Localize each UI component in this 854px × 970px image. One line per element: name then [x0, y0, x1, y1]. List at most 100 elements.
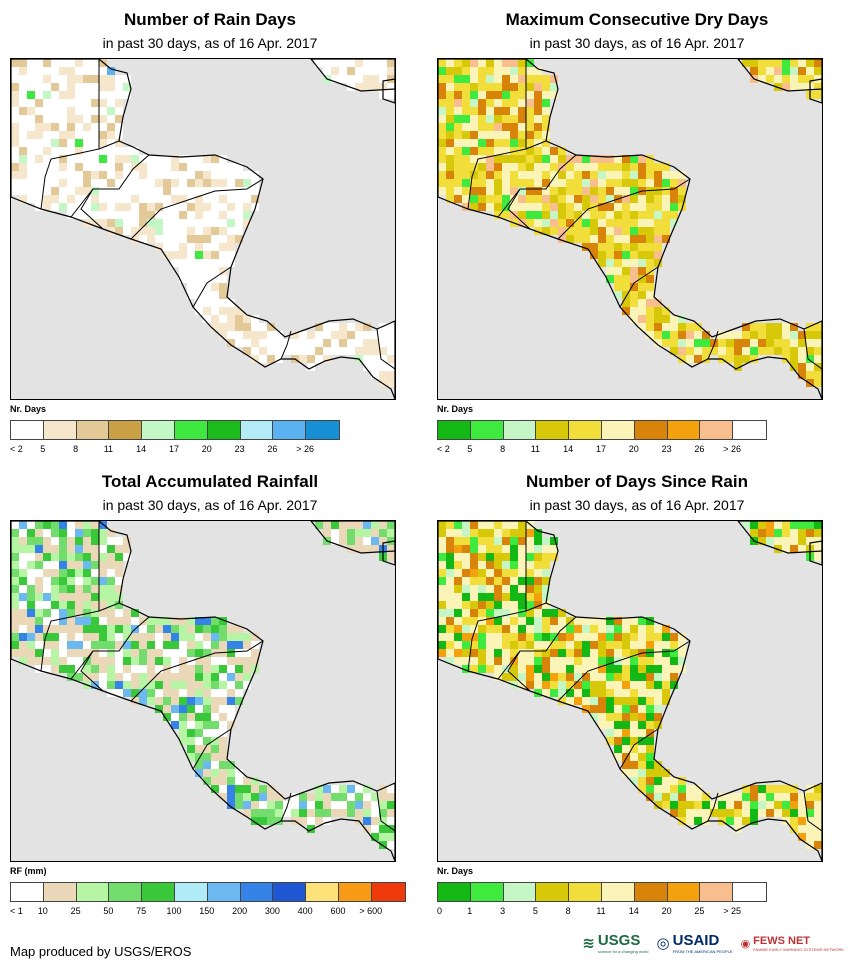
map-cell: [470, 545, 478, 553]
map-cell: [558, 657, 566, 665]
map-cell: [558, 155, 566, 163]
map-cell: [462, 171, 470, 179]
map-cell: [566, 195, 574, 203]
map-cell: [614, 275, 622, 283]
fews-globe-icon: ◉: [740, 937, 751, 950]
map-cell: [638, 243, 646, 251]
map-cell: [486, 147, 494, 155]
map-cell: [203, 681, 211, 689]
map-cell: [534, 115, 542, 123]
map-cell: [470, 75, 478, 83]
map-cell: [510, 67, 518, 75]
map-cell: [75, 155, 83, 163]
map-rain-days[interactable]: [10, 58, 396, 400]
map-cell: [43, 91, 51, 99]
map-cell: [478, 123, 486, 131]
map-cell: [91, 147, 99, 155]
map-cell: [211, 275, 219, 283]
map-cell: [331, 75, 339, 83]
map-cell: [462, 665, 470, 673]
map-cell: [646, 713, 654, 721]
map-cell: [299, 331, 307, 339]
map-cell: [251, 785, 259, 793]
map-total-rainfall[interactable]: [10, 520, 396, 862]
map-cell: [806, 825, 814, 833]
map-cell: [179, 163, 187, 171]
map-cell: [510, 529, 518, 537]
map-cell: [51, 147, 59, 155]
map-cell: [446, 59, 454, 67]
map-cell: [622, 737, 630, 745]
map-cell: [227, 179, 235, 187]
map-cell: [590, 179, 598, 187]
usgs-logo[interactable]: ≋ USGS science for a changing world: [582, 932, 649, 954]
map-cell: [630, 283, 638, 291]
map-cell: [662, 339, 670, 347]
map-cell: [107, 171, 115, 179]
map-cell: [43, 147, 51, 155]
country-border: [40, 59, 100, 210]
map-cell: [638, 155, 646, 163]
map-cell: [363, 347, 371, 355]
map-cell: [486, 545, 494, 553]
map-cell: [558, 171, 566, 179]
map-cell: [75, 179, 83, 187]
map-cell: [814, 371, 822, 379]
legend-swatch: [273, 883, 307, 901]
map-cell: [107, 211, 115, 219]
legend-swatch: [207, 883, 241, 901]
usaid-logo[interactable]: ◎ USAID FROM THE AMERICAN PEOPLE: [656, 932, 733, 954]
map-cell: [43, 641, 51, 649]
map-cell: [227, 227, 235, 235]
map-cell: [782, 83, 790, 91]
map-cell: [534, 665, 542, 673]
map-cell: [203, 729, 211, 737]
map-cell: [486, 601, 494, 609]
map-cell: [502, 131, 510, 139]
map-cell: [574, 211, 582, 219]
map-cell: [331, 521, 339, 529]
map-cell: [590, 235, 598, 243]
map-cell: [614, 729, 622, 737]
map-cell: [219, 713, 227, 721]
map-cell: [59, 561, 67, 569]
map-cell: [323, 801, 331, 809]
map-cell: [171, 163, 179, 171]
map-cell: [251, 347, 259, 355]
map-cell: [534, 123, 542, 131]
map-cell: [622, 705, 630, 713]
map-cell: [462, 155, 470, 163]
map-cell: [806, 801, 814, 809]
panel-subtitle: in past 30 days, as of 16 Apr. 2017: [102, 497, 318, 513]
legend-swatch: [174, 421, 208, 439]
map-cell: [123, 625, 131, 633]
map-cell: [147, 689, 155, 697]
map-cell: [131, 681, 139, 689]
map-days-since-rain[interactable]: [437, 520, 823, 862]
map-cell: [630, 211, 638, 219]
map-cell: [454, 139, 462, 147]
map-cell: [654, 641, 662, 649]
map-max-dry-days[interactable]: [437, 58, 823, 400]
map-cell: [798, 59, 806, 67]
map-cell: [299, 793, 307, 801]
map-cell: [243, 793, 251, 801]
map-cell: [171, 219, 179, 227]
fews-net-logo[interactable]: ◉ FEWS NET FAMINE EARLY WARNING SYSTEMS N…: [740, 934, 844, 952]
map-cell: [171, 657, 179, 665]
map-cell: [582, 211, 590, 219]
map-cell: [123, 649, 131, 657]
island-coastline: [310, 521, 395, 554]
map-cell: [782, 331, 790, 339]
map-cell: [323, 529, 331, 537]
map-cell: [195, 681, 203, 689]
panel-title: Number of Rain Days: [124, 10, 296, 29]
map-cell: [534, 633, 542, 641]
map-cell: [91, 123, 99, 131]
map-cell: [814, 841, 822, 849]
map-cell: [131, 673, 139, 681]
map-cell: [534, 91, 542, 99]
map-cell: [19, 59, 27, 67]
country-border: [803, 328, 822, 370]
map-cell: [494, 195, 502, 203]
